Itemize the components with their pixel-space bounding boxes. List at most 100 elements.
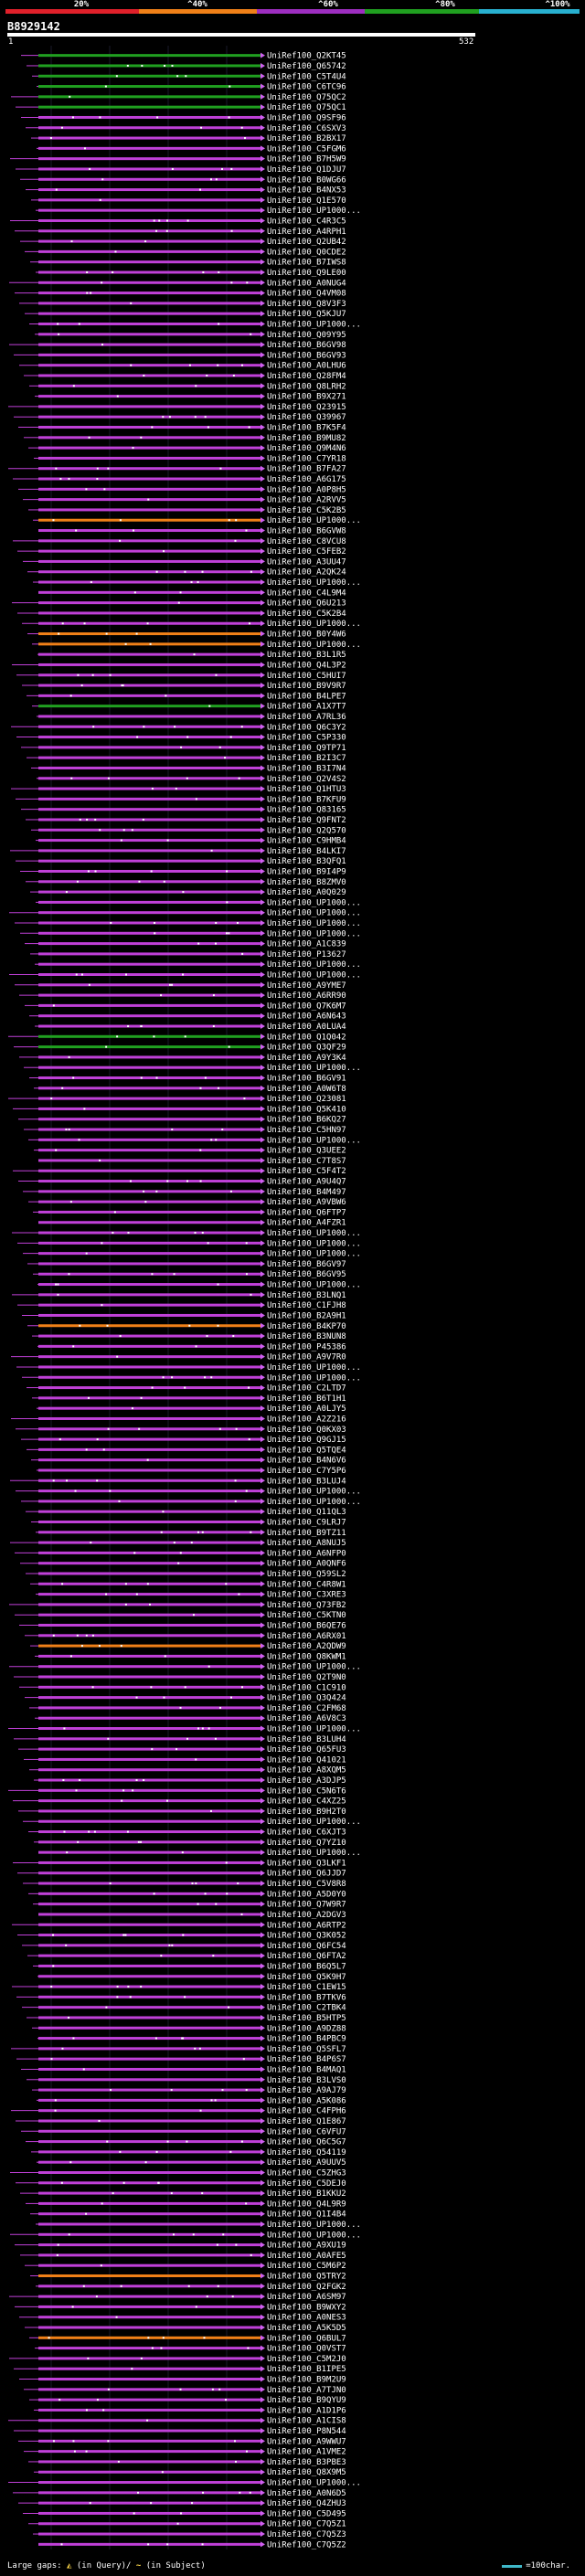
hit-alignment-bar[interactable] [38, 797, 261, 800]
hit-label[interactable]: UniRef100_A1VME2 [267, 2448, 346, 2457]
hit-alignment-bar[interactable] [38, 2284, 261, 2288]
hit-alignment-bar[interactable] [38, 890, 261, 894]
hit-alignment-bar[interactable] [38, 1944, 261, 1947]
hit-alignment-bar[interactable] [38, 2212, 261, 2216]
hit-label[interactable]: UniRef100_A0LJY5 [267, 1405, 346, 1414]
hit-label[interactable]: UniRef100_Q1HTU3 [267, 785, 346, 794]
hit-label[interactable]: UniRef100_C5M2J0 [267, 2355, 346, 2364]
hit-alignment-bar[interactable] [38, 85, 261, 89]
hit-label[interactable]: UniRef100_C4FPH6 [267, 2107, 346, 2116]
hit-label[interactable]: UniRef100_A1CIS8 [267, 2417, 346, 2426]
hit-alignment-bar[interactable] [38, 1128, 261, 1131]
hit-alignment-bar[interactable] [38, 900, 261, 904]
hit-alignment-bar[interactable] [38, 1613, 261, 1617]
hit-alignment-bar[interactable] [38, 632, 261, 636]
hit-label[interactable]: UniRef100_C4L9M4 [267, 588, 346, 598]
hit-alignment-bar[interactable] [38, 2274, 261, 2278]
hit-label[interactable]: UniRef100_A1D1P6 [267, 2406, 346, 2415]
hit-alignment-bar[interactable] [38, 1210, 261, 1214]
hit-alignment-bar[interactable] [38, 777, 261, 780]
hit-label[interactable]: UniRef100_A0QNF6 [267, 1560, 346, 1569]
hit-label[interactable]: UniRef100_B8ZMV0 [267, 878, 346, 887]
hit-alignment-bar[interactable] [38, 167, 261, 171]
hit-label[interactable]: UniRef100_B4LPE7 [267, 692, 346, 701]
hit-alignment-bar[interactable] [38, 1696, 261, 1700]
hit-alignment-bar[interactable] [38, 1231, 261, 1235]
hit-alignment-bar[interactable] [38, 229, 261, 233]
hit-label[interactable]: UniRef100_C9HMB4 [267, 837, 346, 846]
hit-label[interactable]: UniRef100_B2A9H1 [267, 1311, 346, 1320]
hit-alignment-bar[interactable] [38, 1003, 261, 1007]
hit-label[interactable]: UniRef100_B6Q5L7 [267, 1962, 346, 1971]
hit-alignment-bar[interactable] [38, 1934, 261, 1937]
hit-label[interactable]: UniRef100_B9I4P9 [267, 867, 346, 876]
hit-alignment-bar[interactable] [38, 2026, 261, 2030]
hit-alignment-bar[interactable] [38, 2388, 261, 2391]
hit-label[interactable]: UniRef100_A0NUG4 [267, 279, 346, 288]
hit-label[interactable]: UniRef100_A6NFP0 [267, 1549, 346, 1558]
hit-alignment-bar[interactable] [38, 467, 261, 471]
hit-label[interactable]: UniRef100_UP1000... [267, 320, 361, 329]
hit-label[interactable]: UniRef100_UP1000... [267, 620, 361, 629]
hit-label[interactable]: UniRef100_A0W6T8 [267, 1085, 346, 1094]
hit-label[interactable]: UniRef100_Q5TRY2 [267, 2273, 346, 2282]
hit-label[interactable]: UniRef100_Q39967 [267, 413, 346, 422]
hit-alignment-bar[interactable] [38, 456, 261, 460]
hit-alignment-bar[interactable] [38, 1149, 261, 1152]
hit-alignment-bar[interactable] [38, 539, 261, 543]
hit-alignment-bar[interactable] [38, 869, 261, 873]
hit-label[interactable]: UniRef100_B6GVW8 [267, 527, 346, 536]
hit-alignment-bar[interactable] [38, 1241, 261, 1245]
hit-alignment-bar[interactable] [38, 1252, 261, 1256]
hit-label[interactable]: UniRef100_C5T4U4 [267, 72, 346, 81]
hit-alignment-bar[interactable] [38, 1860, 261, 1864]
hit-label[interactable]: UniRef100_Q8V3F3 [267, 300, 346, 309]
hit-alignment-bar[interactable] [38, 1396, 261, 1400]
hit-label[interactable]: UniRef100_Q6BUL7 [267, 2334, 346, 2343]
hit-alignment-bar[interactable] [38, 1892, 261, 1895]
hit-label[interactable]: UniRef100_Q9M4N6 [267, 444, 346, 453]
hit-alignment-bar[interactable] [38, 766, 261, 769]
hit-label[interactable]: UniRef100_Q8KWM1 [267, 1652, 346, 1661]
hit-label[interactable]: UniRef100_B7IWS8 [267, 259, 346, 268]
hit-alignment-bar[interactable] [38, 2439, 261, 2443]
hit-label[interactable]: UniRef100_A9WWU7 [267, 2437, 346, 2446]
hit-label[interactable]: UniRef100_Q83165 [267, 806, 346, 815]
hit-label[interactable]: UniRef100_Q75QC2 [267, 93, 346, 102]
hit-alignment-bar[interactable] [38, 2470, 261, 2474]
hit-label[interactable]: UniRef100_B3LNQ1 [267, 1291, 346, 1300]
hit-label[interactable]: UniRef100_B2I3C7 [267, 754, 346, 763]
hit-alignment-bar[interactable] [38, 249, 261, 253]
hit-alignment-bar[interactable] [38, 477, 261, 481]
hit-alignment-bar[interactable] [38, 1427, 261, 1431]
hit-alignment-bar[interactable] [38, 2522, 261, 2526]
hit-label[interactable]: UniRef100_Q65742 [267, 62, 346, 71]
hit-label[interactable]: UniRef100_B6GV95 [267, 1270, 346, 1279]
hit-label[interactable]: UniRef100_Q6U213 [267, 599, 346, 609]
hit-label[interactable]: UniRef100_P13627 [267, 950, 346, 959]
hit-label[interactable]: UniRef100_B9QYU9 [267, 2396, 346, 2405]
hit-alignment-bar[interactable] [38, 64, 261, 68]
hit-alignment-bar[interactable] [38, 1334, 261, 1338]
hit-alignment-bar[interactable] [38, 931, 261, 935]
hit-alignment-bar[interactable] [38, 1840, 261, 1844]
hit-alignment-bar[interactable] [38, 2140, 261, 2144]
hit-label[interactable]: UniRef100_A6RTP2 [267, 1921, 346, 1930]
hit-label[interactable]: UniRef100_C7Q5Z3 [267, 2530, 346, 2539]
hit-label[interactable]: UniRef100_B6GV91 [267, 1075, 346, 1084]
hit-alignment-bar[interactable] [38, 188, 261, 192]
hit-label[interactable]: UniRef100_A6RX01 [267, 1632, 346, 1641]
hit-alignment-bar[interactable] [38, 725, 261, 728]
hit-label[interactable]: UniRef100_C6VFU7 [267, 2127, 346, 2136]
hit-label[interactable]: UniRef100_Q3QF29 [267, 1044, 346, 1053]
hit-label[interactable]: UniRef100_C7T8S7 [267, 1157, 346, 1166]
hit-label[interactable]: UniRef100_A5K5D5 [267, 2324, 346, 2333]
hit-alignment-bar[interactable] [38, 2295, 261, 2298]
hit-alignment-bar[interactable] [38, 2243, 261, 2247]
hit-label[interactable]: UniRef100_B6GV98 [267, 341, 346, 350]
hit-label[interactable]: UniRef100_UP1000... [267, 1725, 361, 1734]
hit-alignment-bar[interactable] [38, 487, 261, 491]
hit-alignment-bar[interactable] [38, 105, 261, 109]
hit-alignment-bar[interactable] [38, 239, 261, 243]
hit-label[interactable]: UniRef100_UP1000... [267, 1373, 361, 1383]
